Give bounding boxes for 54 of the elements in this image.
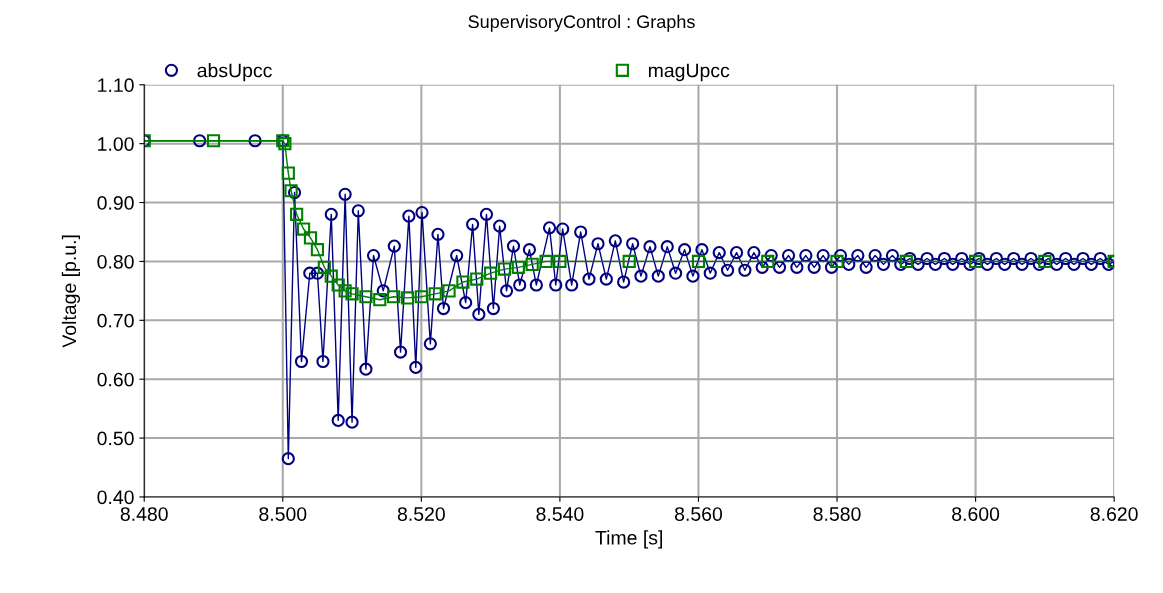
point [622,254,636,269]
y-tick-label: 0.50 [97,431,134,446]
x-tick-label: 8.500 [259,507,307,521]
y-tick-label: 0.70 [97,313,134,328]
point [317,260,331,274]
point [387,290,401,304]
point [414,290,428,304]
point [296,222,311,236]
point [691,254,706,269]
y-tick-label: 1.10 [98,78,134,93]
point [470,272,484,286]
point [968,254,983,269]
x-tick-label: 8.480 [120,507,168,521]
point [324,269,338,283]
y-tick-label: 0.40 [97,490,134,505]
point [303,231,318,245]
point [497,262,512,276]
point [830,254,844,269]
point [553,254,567,269]
chart-title: SupervisoryControl : Graphs [468,14,695,32]
x-tick-label: 8.540 [536,507,584,521]
point [442,284,456,298]
point [359,290,373,304]
y-tick-label: 0.80 [97,254,134,269]
y-axis-title: Voltage [p.u.] [61,235,80,348]
point [539,254,553,269]
point [511,260,525,274]
y-tick-label: 0.60 [97,372,134,387]
point [338,284,352,298]
point [331,278,345,292]
point [428,287,442,301]
x-tick-label: 8.520 [397,507,445,521]
x-tick-label: 8.620 [1090,507,1138,521]
point [345,287,359,301]
legend-label: magUpcc [648,63,730,82]
point [400,291,415,305]
x-tick-label: 8.600 [952,507,1000,521]
point [284,184,298,198]
legend-label: absUpcc [197,63,272,82]
y-tick-label: 1.00 [98,137,134,151]
x-tick-label: 8.560 [674,507,723,521]
point [761,254,775,269]
point [484,266,498,280]
point [899,254,913,269]
point [310,243,325,257]
point [206,134,221,148]
point [525,257,539,271]
x-tick-label: 8.580 [813,507,861,521]
point [456,275,470,289]
point [281,166,295,180]
point [290,207,304,221]
y-tick-label: 0.90 [97,196,134,210]
x-axis-title: Time [s] [595,530,662,549]
point [373,293,387,307]
